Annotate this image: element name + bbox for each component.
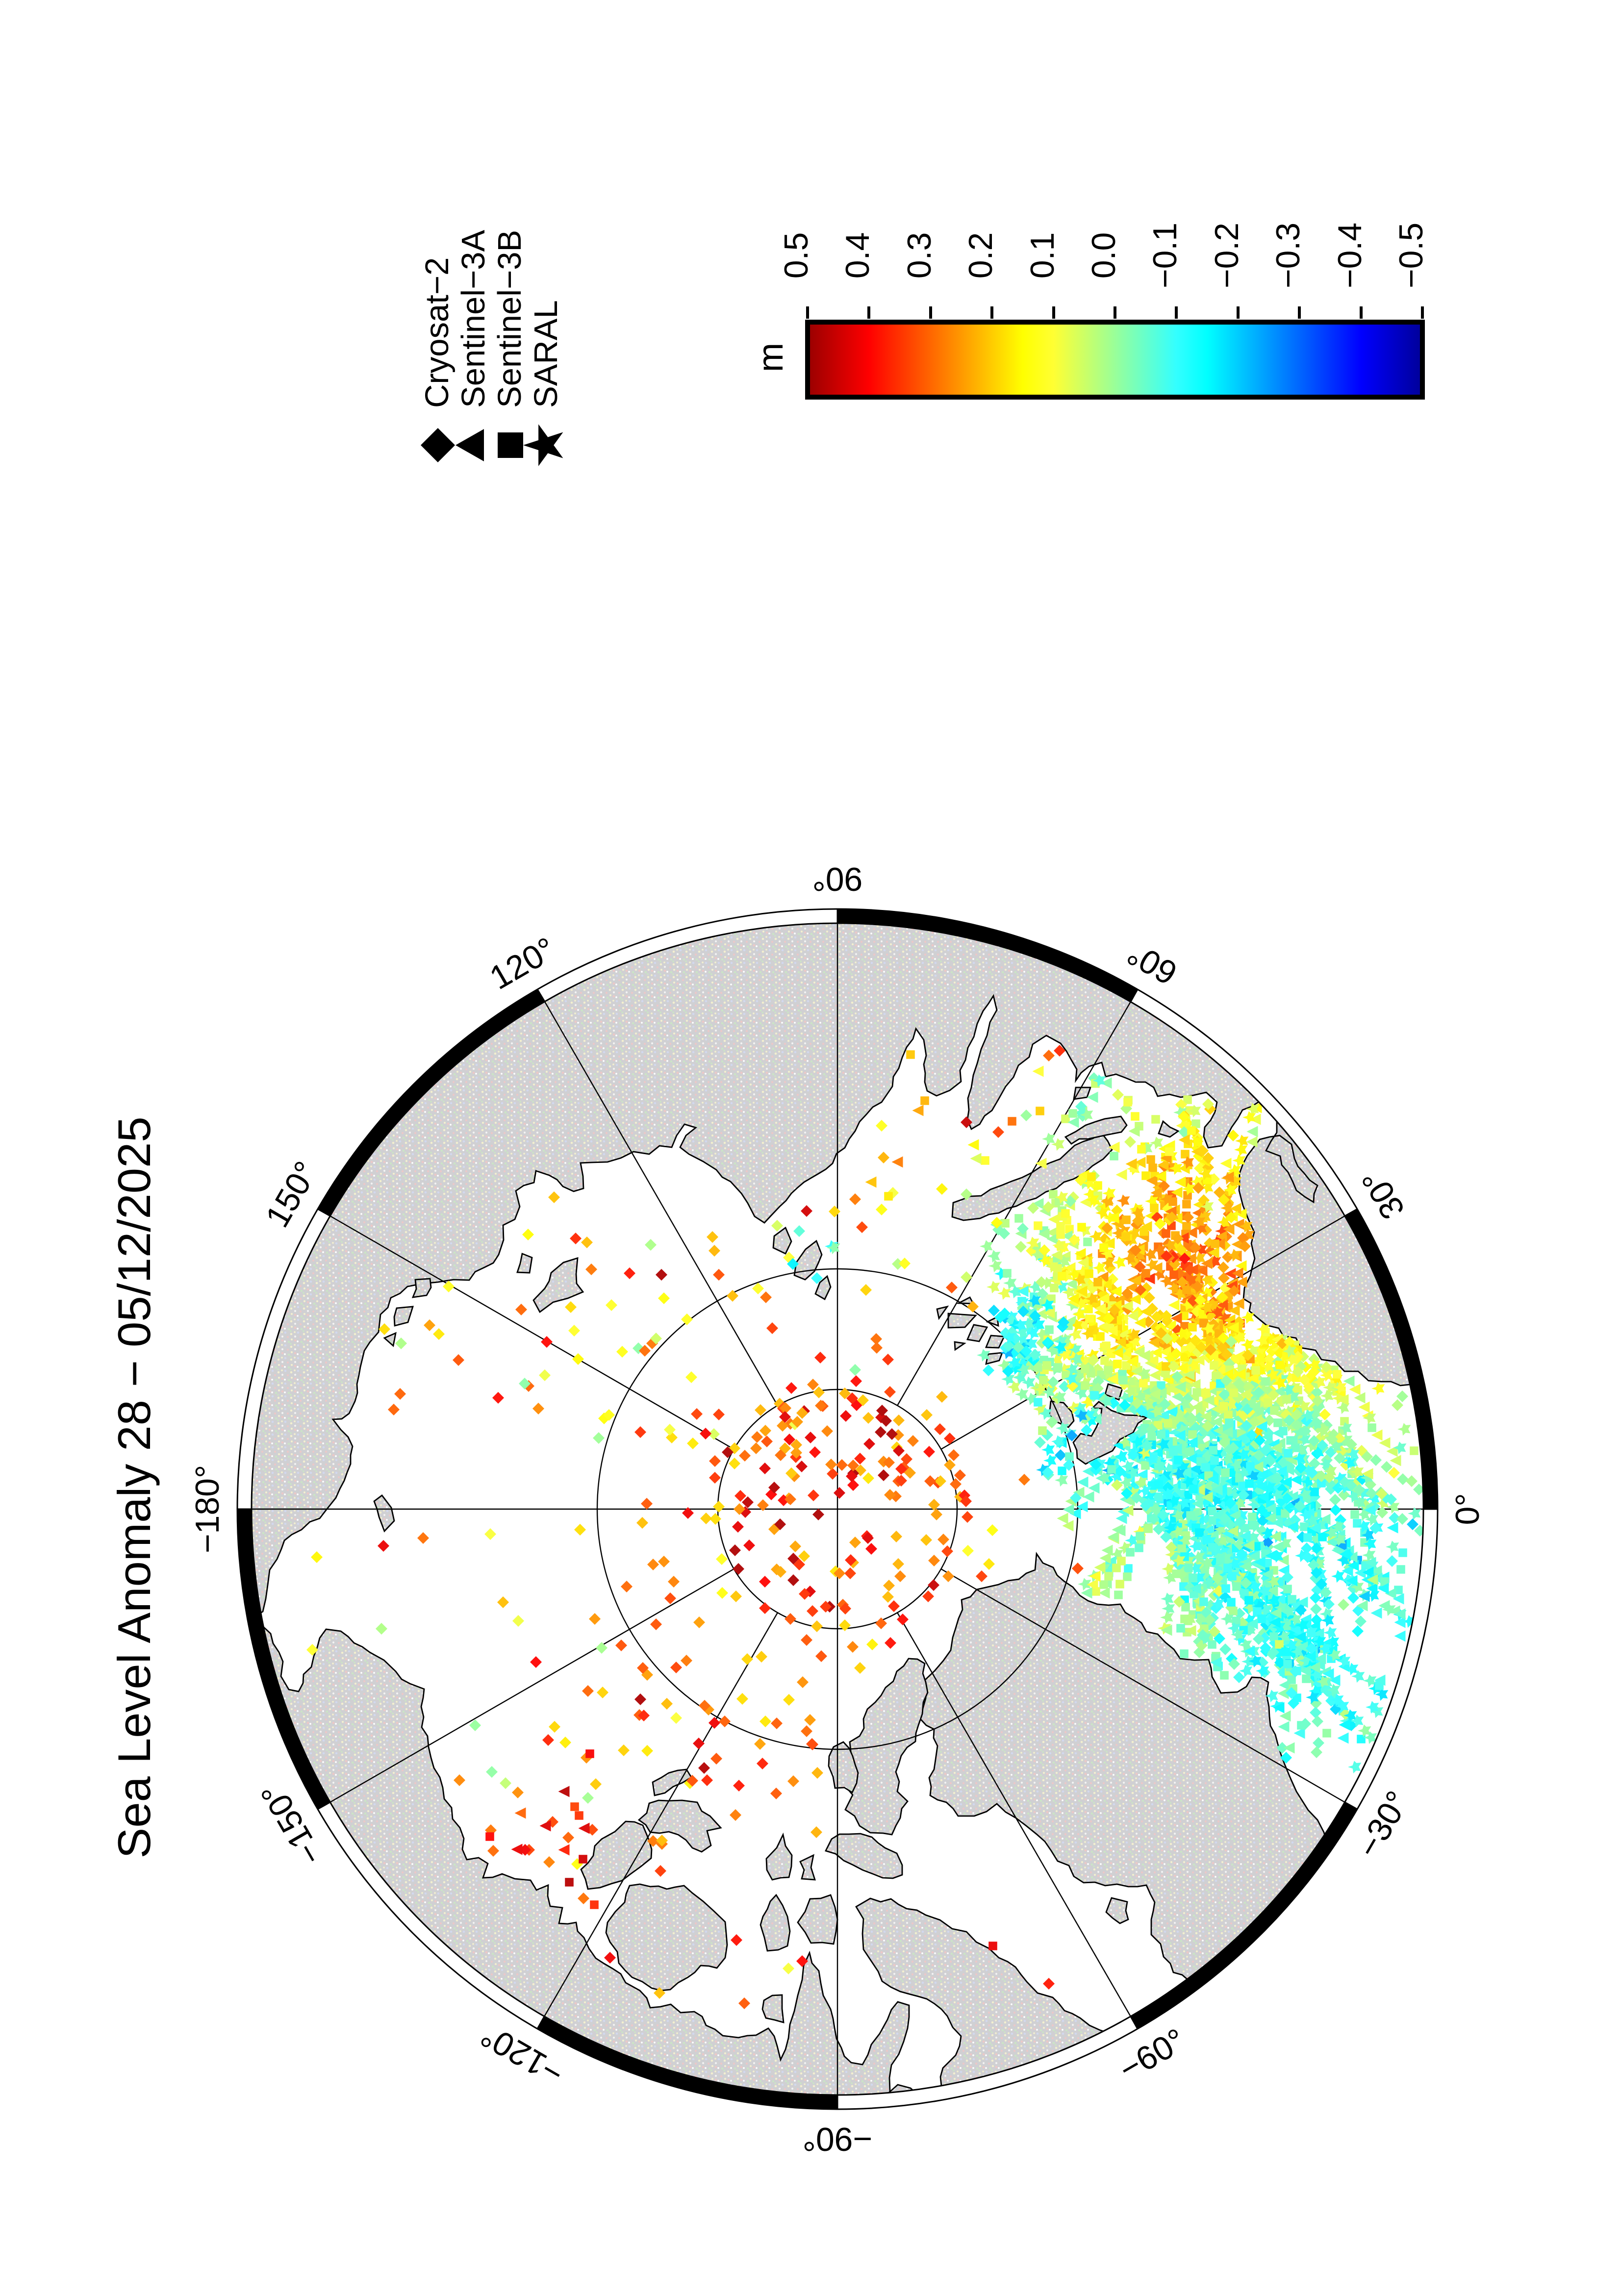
svg-text:−0.1: −0.1 [1146, 223, 1184, 288]
svg-text:−0.3: −0.3 [1269, 223, 1307, 288]
svg-text:Sentinel−3A: Sentinel−3A [455, 229, 492, 408]
svg-text:−90°: −90° [803, 2120, 873, 2158]
svg-text:0.5: 0.5 [778, 232, 815, 279]
svg-text:−0.4: −0.4 [1331, 223, 1368, 288]
svg-text:−180°: −180° [189, 1465, 226, 1553]
svg-text:−0.2: −0.2 [1208, 223, 1245, 288]
svg-text:0.2: 0.2 [962, 232, 999, 279]
svg-text:0.3: 0.3 [901, 232, 938, 279]
svg-text:Sea Level Anomaly 28 − 05/12/2: Sea Level Anomaly 28 − 05/12/2025 [108, 1117, 160, 1859]
svg-text:SARAL: SARAL [528, 300, 564, 408]
svg-text:0.4: 0.4 [839, 232, 876, 279]
svg-text:90°: 90° [812, 860, 863, 898]
svg-text:0°: 0° [1449, 1493, 1486, 1525]
svg-text:0.0: 0.0 [1085, 232, 1122, 279]
svg-text:Sentinel−3B: Sentinel−3B [491, 230, 528, 408]
svg-text:Cryosat−2: Cryosat−2 [419, 257, 456, 408]
svg-text:0.1: 0.1 [1024, 232, 1061, 279]
svg-text:m: m [751, 343, 790, 372]
svg-text:−0.5: −0.5 [1393, 223, 1430, 288]
